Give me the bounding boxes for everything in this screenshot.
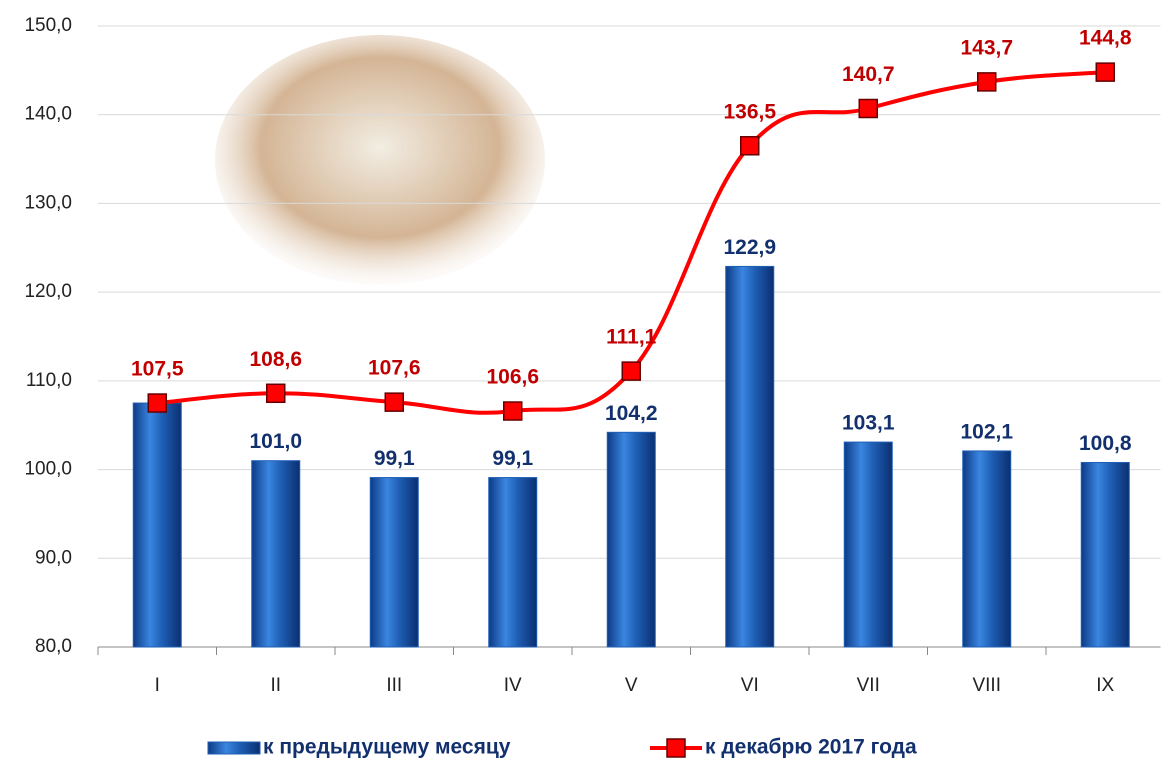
line-marker [384,392,404,412]
line-marker [1095,62,1115,82]
bar [488,477,538,648]
bar-value-label: 100,8 [1079,432,1132,455]
x-tick-label: IV [504,675,522,696]
y-tick-label: 120,0 [24,281,72,302]
legend-swatch [207,741,261,755]
line [157,70,1106,415]
x-tick-label: V [625,675,638,696]
bar-value-label: 104,2 [605,402,658,425]
bar-value-label: 99,1 [374,447,415,470]
line-value-label: 144,8 [1079,27,1132,50]
rice-image [215,35,545,285]
line-value-label: 140,7 [842,63,895,86]
y-tick-label: 110,0 [26,370,72,391]
legend-marker [666,738,686,758]
bar [843,441,893,648]
line-value-label: 143,7 [960,36,1013,59]
bar [962,450,1012,648]
bar [725,265,775,648]
line-value-label: 108,6 [249,348,302,371]
line-marker [266,383,286,404]
bar-value-label: 102,1 [960,420,1013,443]
legend-label: к предыдущему месяцу [263,736,511,759]
x-tick-label: III [386,675,402,696]
bar-value-label: 99,1 [492,447,533,470]
x-tick-label: I [155,675,160,696]
bar [606,431,656,648]
line-value-label: 111,1 [606,326,657,349]
bar [132,402,182,648]
bar [1080,461,1130,648]
line-value-label: 107,5 [131,358,184,381]
x-tick-label: VI [741,675,759,696]
bar-value-label: 122,9 [723,236,776,259]
line-marker [621,361,641,381]
line-value-label: 136,5 [723,100,776,123]
line-marker [858,98,878,119]
bar [251,460,301,648]
line-marker [503,401,523,421]
legend-label: к декабрю 2017 года [705,736,917,759]
y-tick-label: 130,0 [24,192,72,213]
line-value-label: 107,6 [368,357,421,380]
x-tick-label: VII [857,675,880,696]
y-tick-label: 90,0 [35,547,72,568]
line-marker [977,72,997,92]
y-tick-label: 100,0 [24,459,72,480]
y-tick-label: 140,0 [24,104,72,125]
x-tick-label: II [270,675,281,696]
bar [369,477,419,648]
bar-value-label: 101,0 [249,430,302,453]
line-value-label: 106,6 [486,366,539,389]
y-tick-label: 150,0 [24,15,72,36]
line-marker [740,136,760,156]
x-tick-label: VIII [972,675,1001,696]
x-tick-label: IX [1096,675,1114,696]
line-marker [147,393,167,413]
y-tick-label: 80,0 [35,636,72,657]
bar-value-label: 103,1 [842,412,895,435]
